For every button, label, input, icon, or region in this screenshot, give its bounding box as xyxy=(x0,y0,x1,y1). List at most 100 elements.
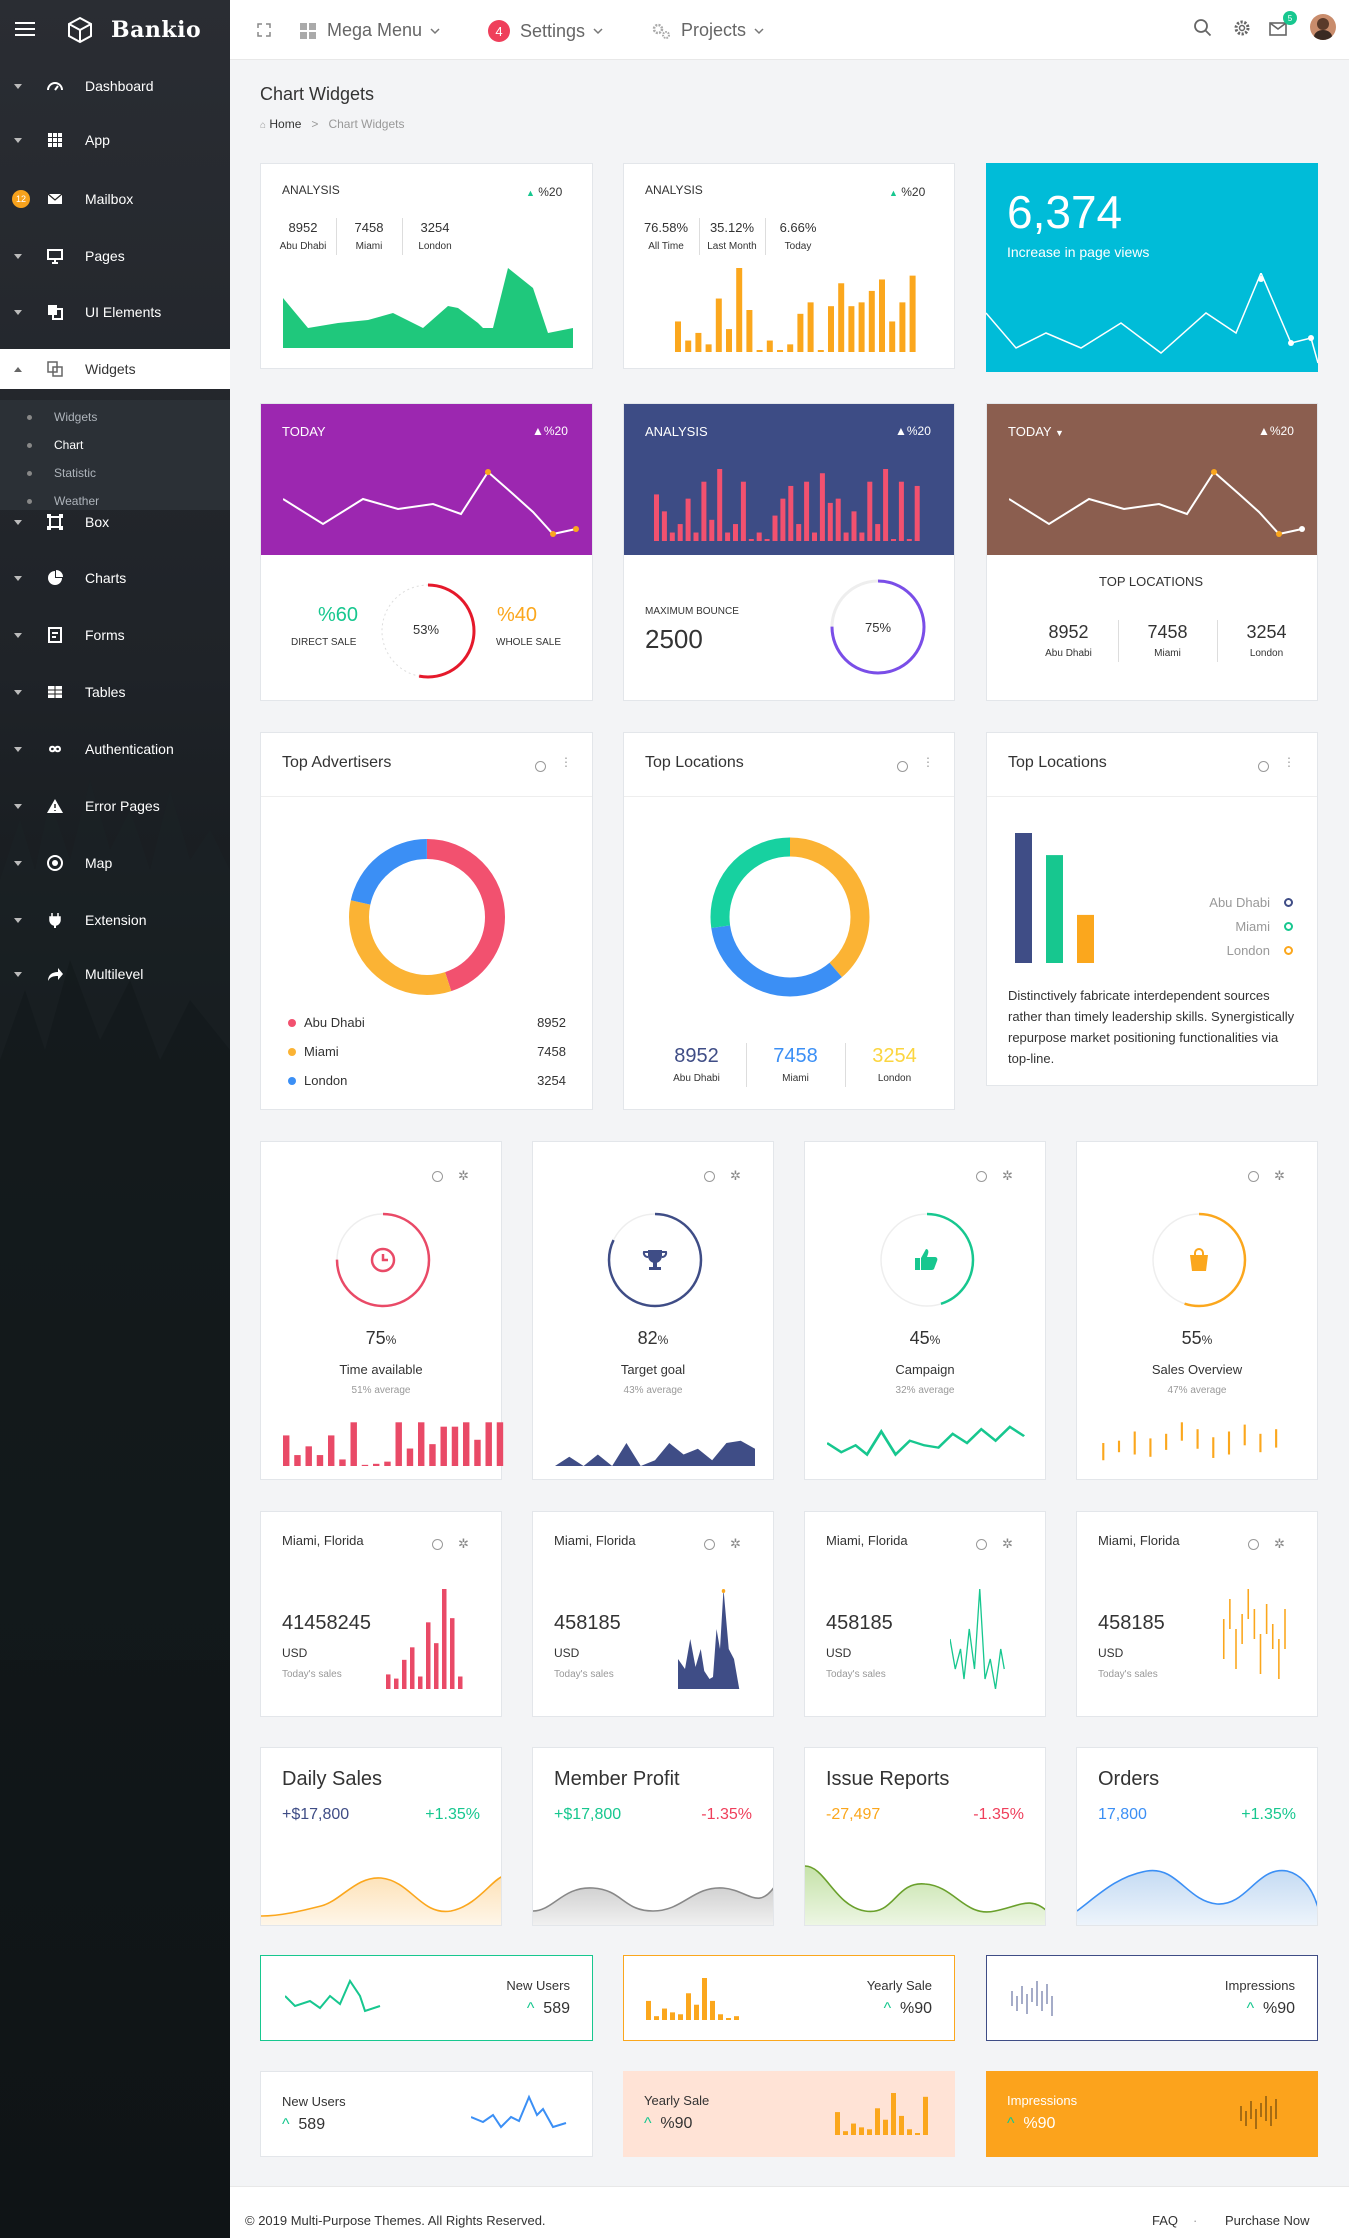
analysis-card-2: ANALYSIS ▲ %20 76.58% All Time 35.12% Last … xyxy=(623,163,955,369)
faq-link[interactable]: FAQ xyxy=(1152,2213,1179,2228)
fullscreen-icon[interactable] xyxy=(257,23,271,37)
brand-name[interactable]: Bankio xyxy=(111,17,202,43)
chevron-down-icon xyxy=(14,803,22,809)
submenu-item-chart[interactable]: Chart xyxy=(26,438,84,452)
chevron-up-icon: ^ xyxy=(1246,2000,1255,2017)
page-title: Chart Widgets xyxy=(260,84,375,104)
settings-gear-icon[interactable]: ✲ xyxy=(1002,1168,1013,1183)
bar xyxy=(718,2014,723,2020)
stat-average: 43% average xyxy=(623,1385,683,1396)
mega-menu-dropdown[interactable]: Mega Menu xyxy=(299,20,440,41)
sidebar-item-extension[interactable]: Extension xyxy=(0,900,230,940)
bar xyxy=(812,532,817,541)
refresh-icon[interactable] xyxy=(1248,1171,1259,1182)
currency-label: USD xyxy=(554,1646,580,1660)
hamburger-menu-icon[interactable] xyxy=(15,22,35,38)
more-vertical-icon[interactable]: ⋮ xyxy=(922,755,934,769)
more-vertical-icon[interactable]: ⋮ xyxy=(560,755,572,769)
sidebar-item-forms[interactable]: Forms xyxy=(0,615,230,655)
submenu-item-weather[interactable]: Weather xyxy=(26,494,100,508)
refresh-icon[interactable] xyxy=(704,1539,715,1550)
refresh-icon[interactable] xyxy=(704,1171,715,1182)
delta-text: %20 xyxy=(538,185,563,199)
bar xyxy=(695,332,702,352)
stat-label: New Users xyxy=(282,2094,346,2109)
pie-icon xyxy=(48,570,63,585)
submenu-item-statistic[interactable]: Statistic xyxy=(26,466,97,480)
stat-value: %90 xyxy=(660,2115,693,2132)
divider xyxy=(624,796,954,797)
refresh-icon[interactable] xyxy=(535,761,546,772)
kpi-change: -1.35% xyxy=(701,1806,752,1823)
settings-dropdown[interactable]: 4 Settings xyxy=(488,20,603,42)
refresh-icon[interactable] xyxy=(1248,1539,1259,1550)
sidebar-item-app[interactable]: App xyxy=(0,120,230,160)
impressions-outline-card: Impressions ^ %90 xyxy=(986,1955,1318,2041)
refresh-icon[interactable] xyxy=(976,1539,987,1550)
settings-gear-icon[interactable]: ✲ xyxy=(1002,1536,1013,1551)
settings-gear-icon[interactable]: ✲ xyxy=(730,1536,741,1551)
navy-header: ANALYSIS ▲%20 xyxy=(624,404,954,555)
settings-gear-icon[interactable]: ✲ xyxy=(458,1536,469,1551)
stat-value: 7458 xyxy=(1147,622,1188,642)
thumbs-up-icon xyxy=(915,1249,938,1270)
bar xyxy=(316,1455,324,1466)
submenu-item-widgets[interactable]: Widgets xyxy=(26,410,98,424)
card-title-dropdown[interactable]: TODAY ▼ xyxy=(1008,424,1064,439)
mail-icon[interactable] xyxy=(1268,17,1290,39)
stat-label: Miami xyxy=(1154,648,1181,659)
refresh-icon[interactable] xyxy=(897,761,908,772)
breadcrumb-home[interactable]: Home xyxy=(269,117,302,131)
bar xyxy=(386,1674,391,1689)
user-avatar[interactable] xyxy=(1310,14,1336,40)
purchase-now-link[interactable]: Purchase Now xyxy=(1225,2213,1310,2228)
sidebar-item-tables[interactable]: Tables xyxy=(0,672,230,712)
delta-value: ▲%20 xyxy=(532,424,568,438)
sidebar-item-mailbox[interactable]: 12 Mailbox xyxy=(0,179,230,219)
bar xyxy=(402,1659,407,1689)
kpi-area-card: Orders 17,800 +1.35% xyxy=(1076,1747,1318,1926)
more-vertical-icon[interactable]: ⋮ xyxy=(1283,755,1295,769)
sidebar-item-charts[interactable]: Charts xyxy=(0,558,230,598)
bar xyxy=(693,532,699,541)
refresh-icon[interactable] xyxy=(1258,761,1269,772)
clock-icon xyxy=(370,1247,396,1273)
settings-gear-icon[interactable] xyxy=(1231,17,1253,39)
settings-gear-icon[interactable]: ✲ xyxy=(458,1168,469,1183)
top-locations-today-card: TODAY ▼ ▲%20 TOP LOCATIONS 8952 Abu Dhabi… xyxy=(986,403,1318,701)
sidebar-item-dashboard[interactable]: Dashboard xyxy=(0,66,230,106)
search-icon[interactable] xyxy=(1192,17,1214,39)
bar-chart xyxy=(654,469,920,541)
bar xyxy=(384,1461,391,1466)
bar xyxy=(305,1446,312,1466)
currency-label: USD xyxy=(282,1646,308,1660)
sidebar-item-widgets[interactable]: Widgets xyxy=(0,349,230,389)
settings-gear-icon[interactable]: ✲ xyxy=(730,1168,741,1183)
refresh-icon[interactable] xyxy=(976,1171,987,1182)
mail-count-badge: 5 xyxy=(1283,11,1297,25)
legend-dot xyxy=(288,1019,296,1027)
sidebar-item-pages[interactable]: Pages xyxy=(0,236,230,276)
settings-gear-icon[interactable]: ✲ xyxy=(1274,1536,1285,1551)
sidebar-item-map[interactable]: Map xyxy=(0,843,230,883)
ring-value: 75% xyxy=(865,620,892,635)
sidebar-item-error-pages[interactable]: Error Pages xyxy=(0,786,230,826)
sidebar-item-box[interactable]: Box xyxy=(0,502,230,542)
bar xyxy=(848,306,855,352)
refresh-icon[interactable] xyxy=(432,1171,443,1182)
sidebar-item-authentication[interactable]: Authentication xyxy=(0,729,230,769)
mega-menu-label: Mega Menu xyxy=(327,20,423,40)
chevron-down-icon xyxy=(14,575,22,581)
top-locations-bar-card: Top Locations ⋮ Distinctively fabricate … xyxy=(986,732,1318,1086)
sidebar-item-ui-elements[interactable]: UI Elements xyxy=(0,292,230,332)
sidebar-item-multilevel[interactable]: Multilevel xyxy=(0,954,230,994)
chevron-down-icon xyxy=(14,860,22,866)
projects-dropdown[interactable]: Projects xyxy=(651,20,764,41)
refresh-icon[interactable] xyxy=(432,1539,443,1550)
sidebar-item-label: Pages xyxy=(85,248,125,264)
settings-gear-icon[interactable]: ✲ xyxy=(1274,1168,1285,1183)
progress-ring-chart xyxy=(380,583,476,679)
bar xyxy=(705,344,712,352)
stat-label: New Users xyxy=(506,1978,570,1993)
bar xyxy=(843,2131,848,2135)
